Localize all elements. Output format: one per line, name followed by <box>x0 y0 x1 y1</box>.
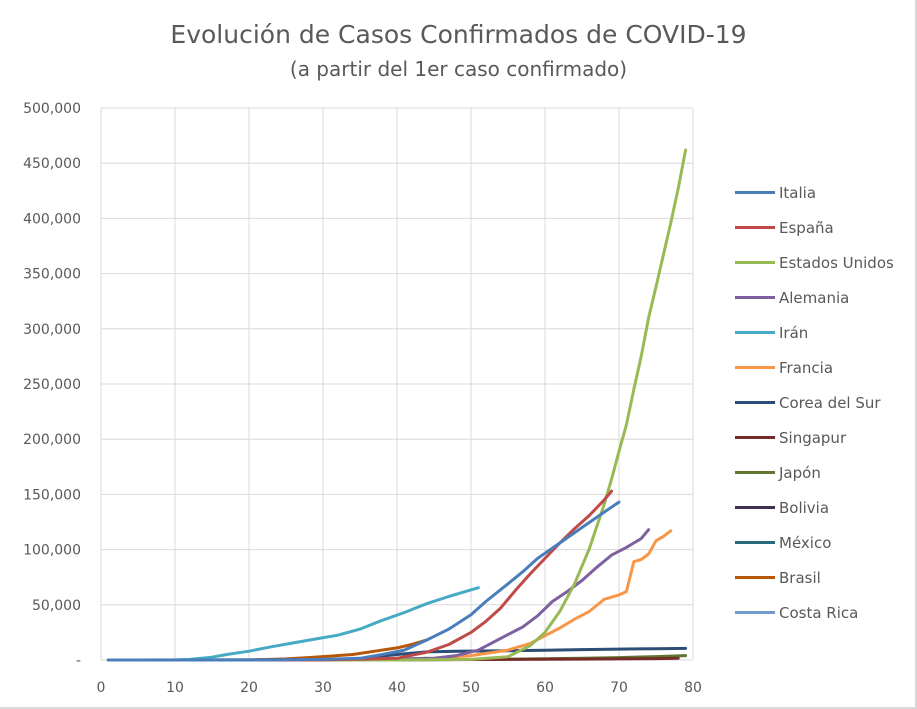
y-tick-label: 50,000 <box>32 598 81 614</box>
legend-swatch-icon <box>735 611 775 614</box>
legend-item: Francia <box>735 350 894 385</box>
legend-swatch-icon <box>735 331 775 334</box>
legend-item: Costa Rica <box>735 595 894 630</box>
y-tick-label: 300,000 <box>23 322 81 338</box>
legend-item: Corea del Sur <box>735 385 894 420</box>
legend-item: Alemania <box>735 280 894 315</box>
series-line-irán <box>106 586 480 662</box>
y-tick-label: 150,000 <box>23 487 81 503</box>
x-tick-label: 80 <box>684 680 702 696</box>
legend-label: Japón <box>779 463 821 482</box>
legend-item: Bolivia <box>735 490 894 525</box>
x-tick-label: 20 <box>240 680 258 696</box>
series-line-estados-unidos <box>106 148 688 662</box>
legend-item: Estados Unidos <box>735 245 894 280</box>
legend-label: Italia <box>779 183 817 202</box>
gridlines <box>100 107 694 661</box>
legend-label: Costa Rica <box>779 603 859 622</box>
legend-label: Alemania <box>779 288 850 307</box>
legend-swatch-icon <box>735 471 775 474</box>
x-tick-label: 30 <box>314 680 332 696</box>
legend-item: Brasil <box>735 560 894 595</box>
legend-label: Francia <box>779 358 834 377</box>
series-line-francia <box>106 529 673 662</box>
legend-swatch-icon <box>735 436 775 439</box>
legend-swatch-icon <box>735 366 775 369</box>
series-line-españa <box>106 489 614 662</box>
y-tick-label: 500,000 <box>23 101 81 117</box>
x-tick-label: 70 <box>610 680 628 696</box>
y-tick-label: 400,000 <box>23 211 81 227</box>
y-tick-label: 450,000 <box>23 156 81 172</box>
data-series <box>106 148 688 662</box>
legend-swatch-icon <box>735 506 775 509</box>
legend-swatch-icon <box>735 541 775 544</box>
legend-swatch-icon <box>735 261 775 264</box>
y-tick-label: 200,000 <box>23 432 81 448</box>
legend-swatch-icon <box>735 191 775 194</box>
legend-label: Singapur <box>779 428 847 447</box>
x-axis-labels: 0 10 20 30 40 50 60 70 80 <box>97 680 702 696</box>
y-tick-label: 350,000 <box>23 267 81 283</box>
x-tick-label: 50 <box>462 680 480 696</box>
legend-swatch-icon <box>735 401 775 404</box>
legend-swatch-icon <box>735 576 775 579</box>
x-tick-label: 10 <box>166 680 184 696</box>
chart-title: Evolución de Casos Confirmados de COVID-… <box>170 20 747 49</box>
y-tick-label: 250,000 <box>23 377 81 393</box>
y-tick-label: 100,000 <box>23 543 81 559</box>
legend-label: México <box>779 533 832 552</box>
x-tick-label: 40 <box>388 680 406 696</box>
legend-item: Italia <box>735 175 894 210</box>
y-axis-labels: - 50,000 100,000 150,000 200,000 250,000 300,0… <box>23 101 81 669</box>
legend-item: Japón <box>735 455 894 490</box>
legend-swatch-icon <box>735 296 775 299</box>
series-line-alemania <box>106 528 651 662</box>
legend-item: México <box>735 525 894 560</box>
legend-label: Irán <box>779 323 809 342</box>
x-tick-label: 60 <box>536 680 554 696</box>
chart-legend: Italia España Estados Unidos Alemania Irán Fr… <box>735 175 894 630</box>
legend-label: Brasil <box>779 568 821 587</box>
x-tick-label: 0 <box>97 680 106 696</box>
legend-item: Irán <box>735 315 894 350</box>
legend-item: España <box>735 210 894 245</box>
legend-label: España <box>779 218 834 237</box>
legend-label: Bolivia <box>779 498 830 517</box>
legend-label: Corea del Sur <box>779 393 881 412</box>
legend-swatch-icon <box>735 226 775 229</box>
legend-label: Estados Unidos <box>779 253 894 272</box>
chart-subtitle: (a partir del 1er caso confirmado) <box>289 57 628 81</box>
series-line-italia <box>106 500 621 662</box>
y-tick-label: - <box>76 653 81 669</box>
legend-item: Singapur <box>735 420 894 455</box>
